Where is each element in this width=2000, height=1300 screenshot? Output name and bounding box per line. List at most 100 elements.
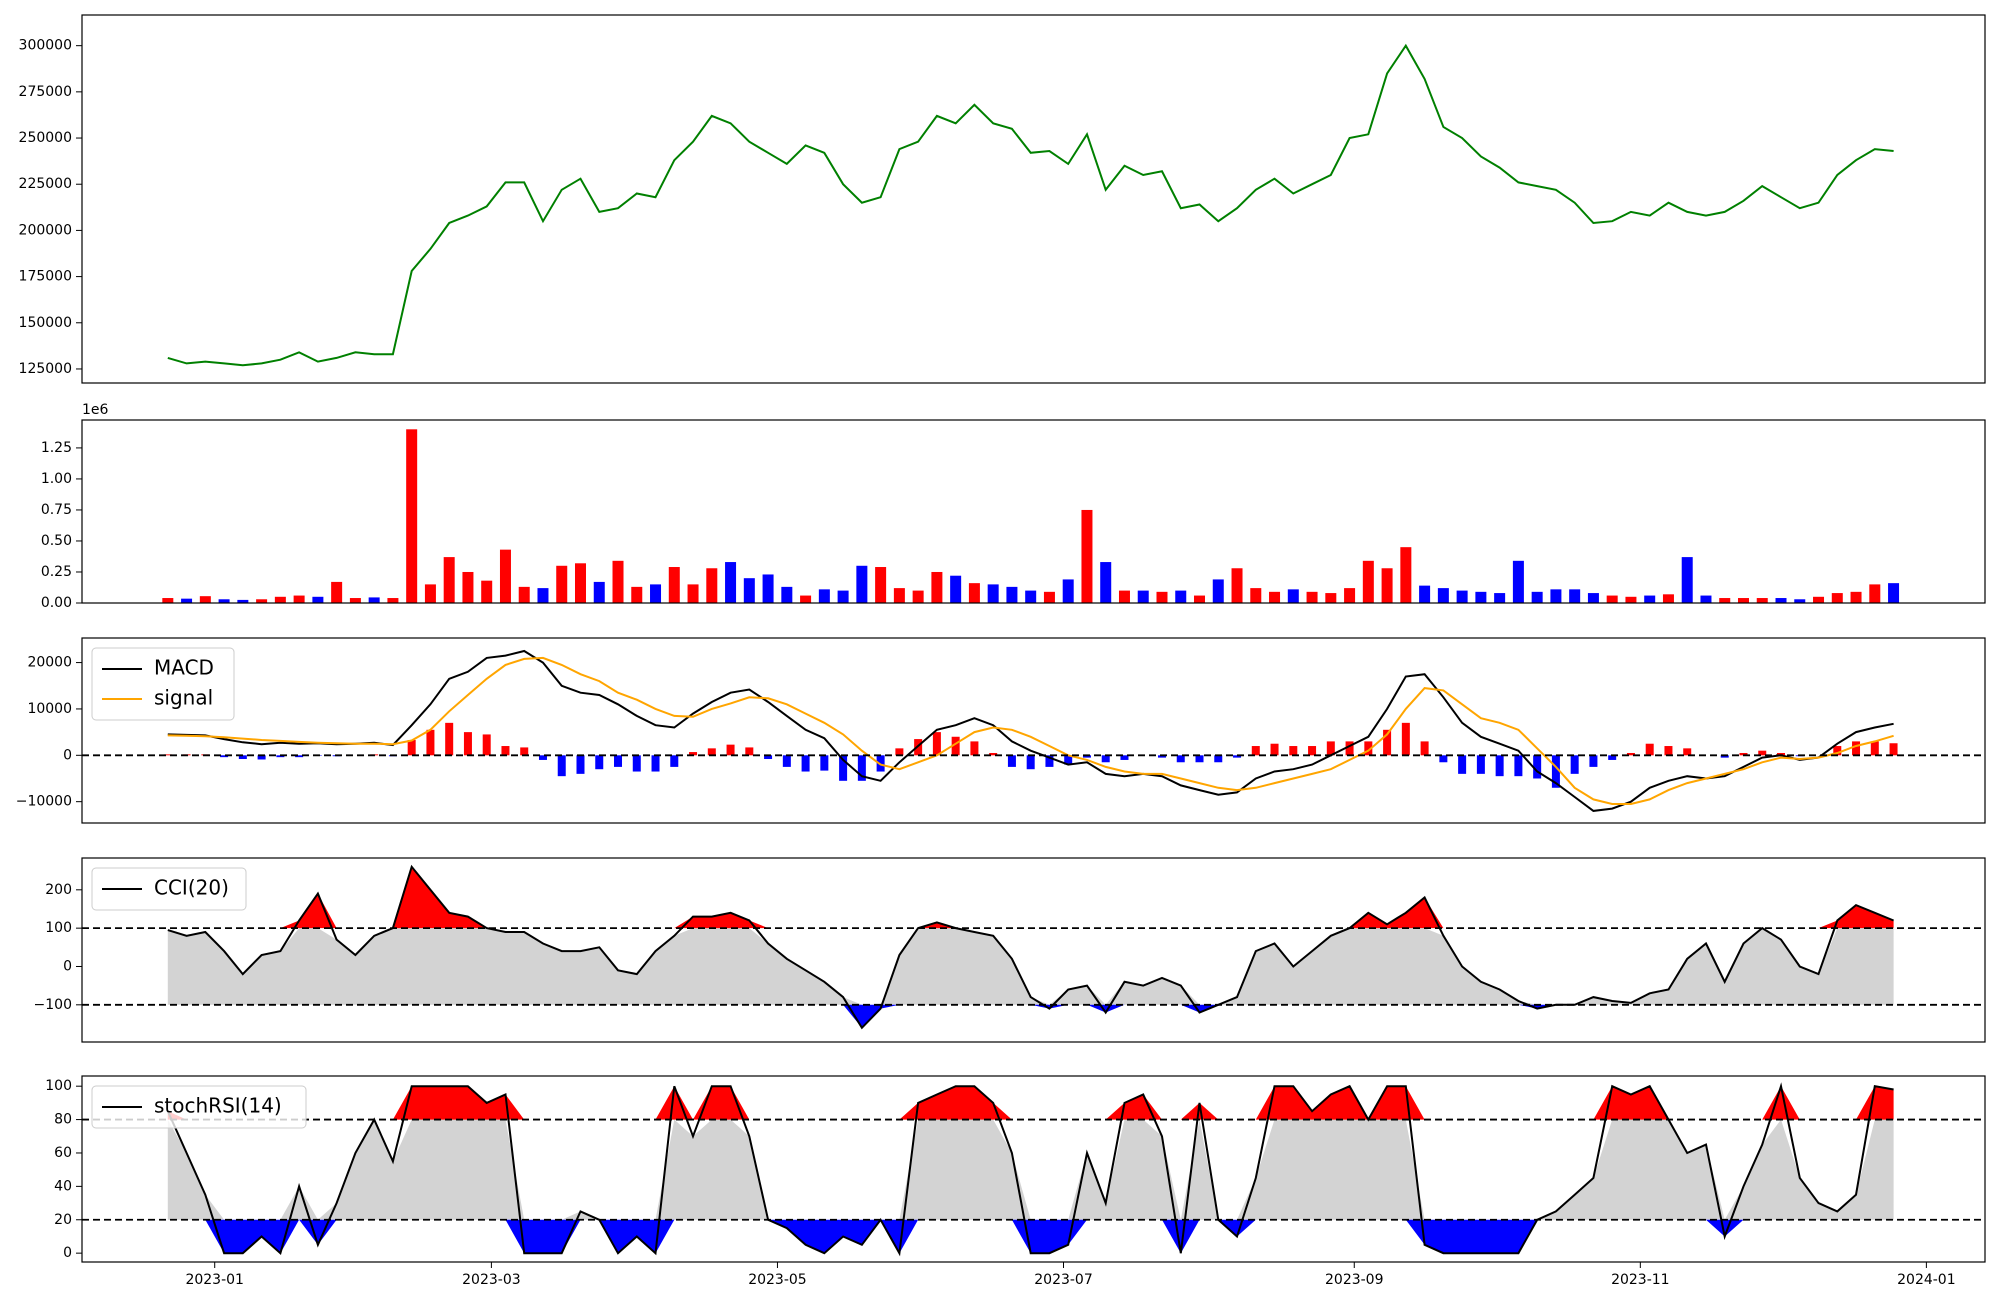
bar xyxy=(614,755,623,767)
bar xyxy=(557,755,566,777)
bar xyxy=(1831,593,1843,603)
panel-frame xyxy=(81,14,1986,384)
bar xyxy=(782,755,791,767)
panel-frame xyxy=(81,1075,1986,1263)
x-tick-label: 2023-05 xyxy=(748,1272,807,1288)
bar xyxy=(1833,746,1842,756)
bar xyxy=(1626,752,1635,756)
legend-label: MACD xyxy=(154,656,214,680)
bar xyxy=(912,590,924,603)
bar xyxy=(1401,722,1410,756)
bar xyxy=(1420,741,1429,756)
bar xyxy=(1608,755,1617,760)
bar xyxy=(1419,585,1431,603)
bar xyxy=(445,722,454,756)
legend-box xyxy=(91,867,247,911)
bar xyxy=(1737,598,1749,603)
bar xyxy=(1531,591,1543,603)
bar xyxy=(1064,755,1073,765)
bar xyxy=(1869,584,1881,603)
legend-box xyxy=(91,1085,307,1129)
bar xyxy=(1514,755,1523,777)
x-tick-label: 2023-07 xyxy=(1034,1272,1093,1288)
bar xyxy=(537,588,549,603)
bar xyxy=(387,598,399,603)
bar xyxy=(331,581,343,603)
bar xyxy=(349,598,361,603)
bar xyxy=(1081,509,1093,603)
bar xyxy=(218,599,230,603)
bar xyxy=(406,429,418,603)
below-fill xyxy=(167,1004,1894,1028)
bar xyxy=(1269,591,1281,603)
bar xyxy=(1308,746,1317,756)
bar xyxy=(632,755,641,772)
x-tick-label: 2024-01 xyxy=(1897,1272,1956,1288)
y-tick-label: −100 xyxy=(34,997,72,1013)
bar xyxy=(687,584,699,603)
bar xyxy=(1251,746,1260,756)
bar xyxy=(726,744,735,756)
y-tick-label: 275000 xyxy=(19,84,72,100)
bar xyxy=(1306,591,1318,603)
bar xyxy=(989,752,998,756)
y-tick-label: 150000 xyxy=(19,315,72,331)
y-tick-label: 0.00 xyxy=(41,595,72,611)
bar xyxy=(274,596,286,603)
bar xyxy=(820,755,829,771)
bar xyxy=(968,583,980,603)
bar xyxy=(1870,741,1879,756)
bar xyxy=(518,586,530,603)
bar xyxy=(1550,589,1562,603)
bar xyxy=(1475,591,1487,603)
bar xyxy=(1194,595,1206,603)
bar xyxy=(501,746,510,756)
bar xyxy=(1120,755,1129,760)
bar xyxy=(237,599,249,603)
bar xyxy=(1214,755,1223,763)
y-tick-label: 10000 xyxy=(27,701,72,717)
bar xyxy=(1156,591,1168,603)
bar xyxy=(1383,729,1392,756)
bar xyxy=(538,755,547,760)
legend-box xyxy=(91,647,235,721)
bar xyxy=(293,595,305,603)
bar xyxy=(668,567,680,603)
bar xyxy=(1045,755,1054,767)
bar xyxy=(407,740,416,756)
bar xyxy=(256,599,268,603)
bar xyxy=(893,588,905,603)
legend-label: signal xyxy=(154,686,213,710)
bar xyxy=(520,747,529,756)
y-tick-label: 200 xyxy=(45,882,72,898)
bar xyxy=(238,755,247,760)
inside-fill xyxy=(167,928,1894,1005)
bar xyxy=(1176,755,1185,763)
above-fill xyxy=(167,1086,1894,1120)
bar xyxy=(689,752,698,756)
y-tick-label: 100 xyxy=(45,920,72,936)
bar xyxy=(1495,755,1504,777)
bar xyxy=(1494,593,1506,603)
bar xyxy=(1344,588,1356,603)
bar xyxy=(276,755,285,758)
bar xyxy=(839,755,848,781)
bar xyxy=(1137,590,1149,603)
bar xyxy=(1739,752,1748,756)
bar xyxy=(1212,579,1224,603)
bar xyxy=(1551,755,1560,788)
y-tick-label: 40 xyxy=(54,1178,72,1194)
bar xyxy=(631,586,643,603)
y-tick-label: 1.00 xyxy=(41,471,72,487)
bar xyxy=(725,562,737,603)
bar xyxy=(950,575,962,603)
bar xyxy=(368,597,380,603)
bar xyxy=(762,574,774,603)
bar xyxy=(651,755,660,772)
bar xyxy=(1700,595,1712,603)
bar xyxy=(1587,593,1599,603)
bar xyxy=(987,584,999,603)
bar xyxy=(1118,590,1130,603)
bar xyxy=(1888,583,1900,603)
bar xyxy=(1325,593,1337,603)
